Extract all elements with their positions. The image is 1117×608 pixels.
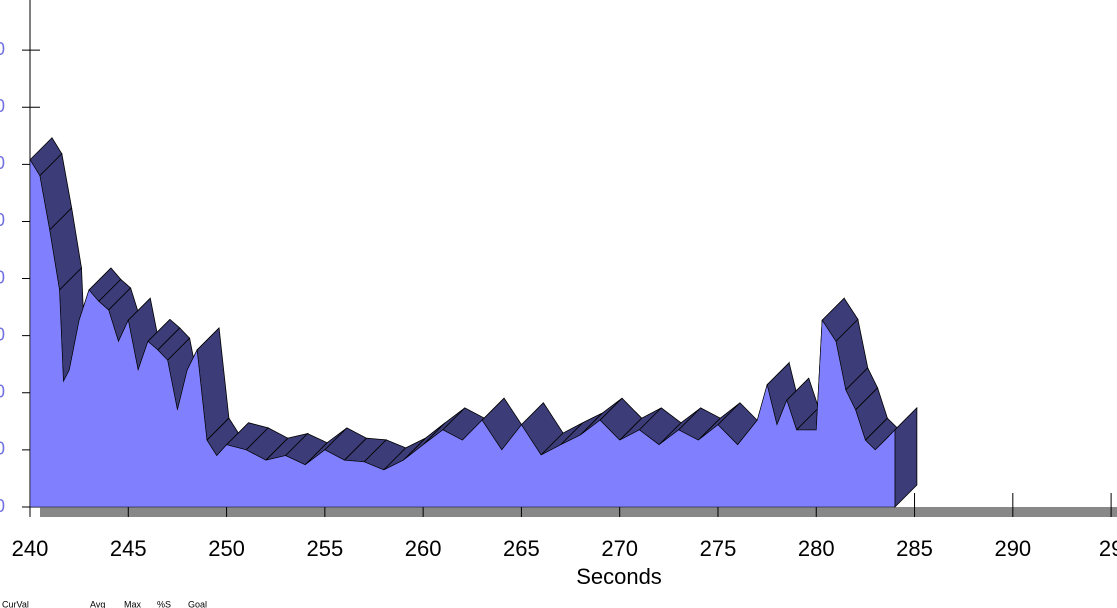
x-tick-label: 260 xyxy=(405,536,442,561)
x-tick-label: 265 xyxy=(503,536,540,561)
footer-label: CurVal xyxy=(2,599,29,608)
footer-label: Goal xyxy=(188,599,207,608)
x-tick-label: 290 xyxy=(994,536,1031,561)
y-tick-label: 10 xyxy=(0,439,5,459)
footer-label: Avg xyxy=(90,599,105,608)
x-tick-label: 29 xyxy=(1099,536,1117,561)
y-tick-label: 60 xyxy=(0,153,5,173)
area xyxy=(29,158,896,508)
y-tick-label: 40 xyxy=(0,267,5,287)
y-tick-label: 80 xyxy=(0,39,5,59)
x-tick-label: 280 xyxy=(798,536,835,561)
footer-label: Max xyxy=(124,599,142,608)
x-tick-label: 250 xyxy=(208,536,245,561)
footer-label: %S xyxy=(157,599,171,608)
x-tick-label: 270 xyxy=(601,536,638,561)
x-tick-label: 245 xyxy=(110,536,147,561)
x-tick-label: 255 xyxy=(306,536,343,561)
x-axis-label: Seconds xyxy=(576,564,662,589)
area-end xyxy=(894,406,918,508)
floor xyxy=(40,507,1117,517)
y-tick-label: 70 xyxy=(0,96,5,116)
x-tick-label: 285 xyxy=(896,536,933,561)
y-tick-label: 50 xyxy=(0,210,5,230)
x-tick-label: 275 xyxy=(700,536,737,561)
x-tick-label: 240 xyxy=(12,536,49,561)
y-tick-label: 20 xyxy=(0,382,5,402)
y-tick-label: 30 xyxy=(0,324,5,344)
y-tick-label: 0 xyxy=(0,496,5,516)
